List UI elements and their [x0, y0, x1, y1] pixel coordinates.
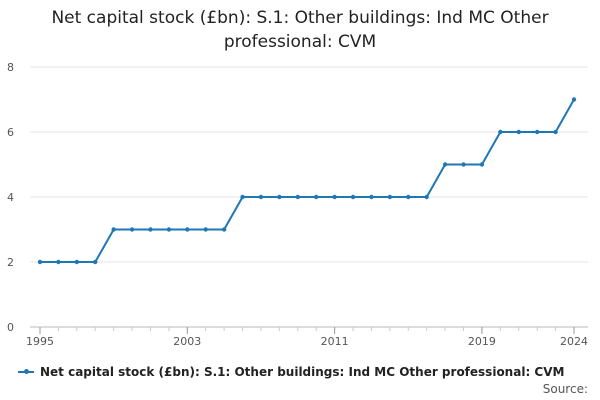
data-point — [240, 194, 245, 200]
y-tick-label: 0 — [7, 321, 14, 334]
data-point — [424, 194, 429, 200]
x-tick-label: 2019 — [468, 335, 496, 348]
legend: Net capital stock (£bn): S.1: Other buil… — [18, 365, 564, 379]
x-tick-label: 2003 — [173, 335, 201, 348]
data-point — [479, 162, 485, 167]
data-point — [277, 194, 282, 200]
x-tick-label: 2011 — [321, 335, 349, 348]
data-point — [461, 162, 466, 167]
data-point — [111, 227, 116, 232]
data-point — [406, 194, 411, 200]
data-point — [571, 97, 577, 102]
data-point — [258, 194, 264, 200]
x-tick-label: 2024 — [560, 335, 588, 348]
data-point — [129, 227, 135, 232]
data-point — [314, 194, 319, 200]
y-tick-label: 6 — [7, 126, 14, 139]
data-point — [553, 129, 558, 135]
series-line — [40, 99, 575, 263]
data-point — [166, 227, 172, 232]
data-point — [74, 259, 80, 265]
legend-label: Net capital stock (£bn): S.1: Other buil… — [40, 365, 565, 379]
data-point — [56, 259, 61, 265]
series-group — [37, 97, 577, 265]
data-point — [93, 259, 98, 265]
data-point — [498, 129, 503, 135]
y-tick-label: 8 — [7, 61, 14, 74]
source-label: Source: — [542, 382, 588, 396]
data-point — [221, 227, 227, 232]
axes: 0 2 4 6 8 1995 2003 2011 2019 2024 — [7, 61, 588, 348]
data-point — [332, 194, 337, 200]
data-point — [203, 227, 208, 232]
data-point — [37, 259, 43, 265]
grid-lines — [30, 66, 588, 263]
data-point — [185, 227, 190, 232]
data-point — [350, 194, 356, 200]
y-tick-label: 2 — [7, 256, 14, 269]
data-point — [295, 194, 300, 200]
x-tick-label: 1995 — [26, 335, 54, 348]
legend-line-marker — [18, 369, 34, 374]
data-point — [148, 227, 153, 232]
data-point — [534, 129, 540, 135]
data-point — [442, 162, 448, 167]
data-point — [369, 194, 374, 200]
data-point — [387, 194, 393, 200]
y-tick-label: 4 — [7, 191, 14, 204]
chart-title: Net capital stock (£bn): S.1: Other buil… — [51, 8, 549, 52]
data-point — [516, 129, 521, 135]
